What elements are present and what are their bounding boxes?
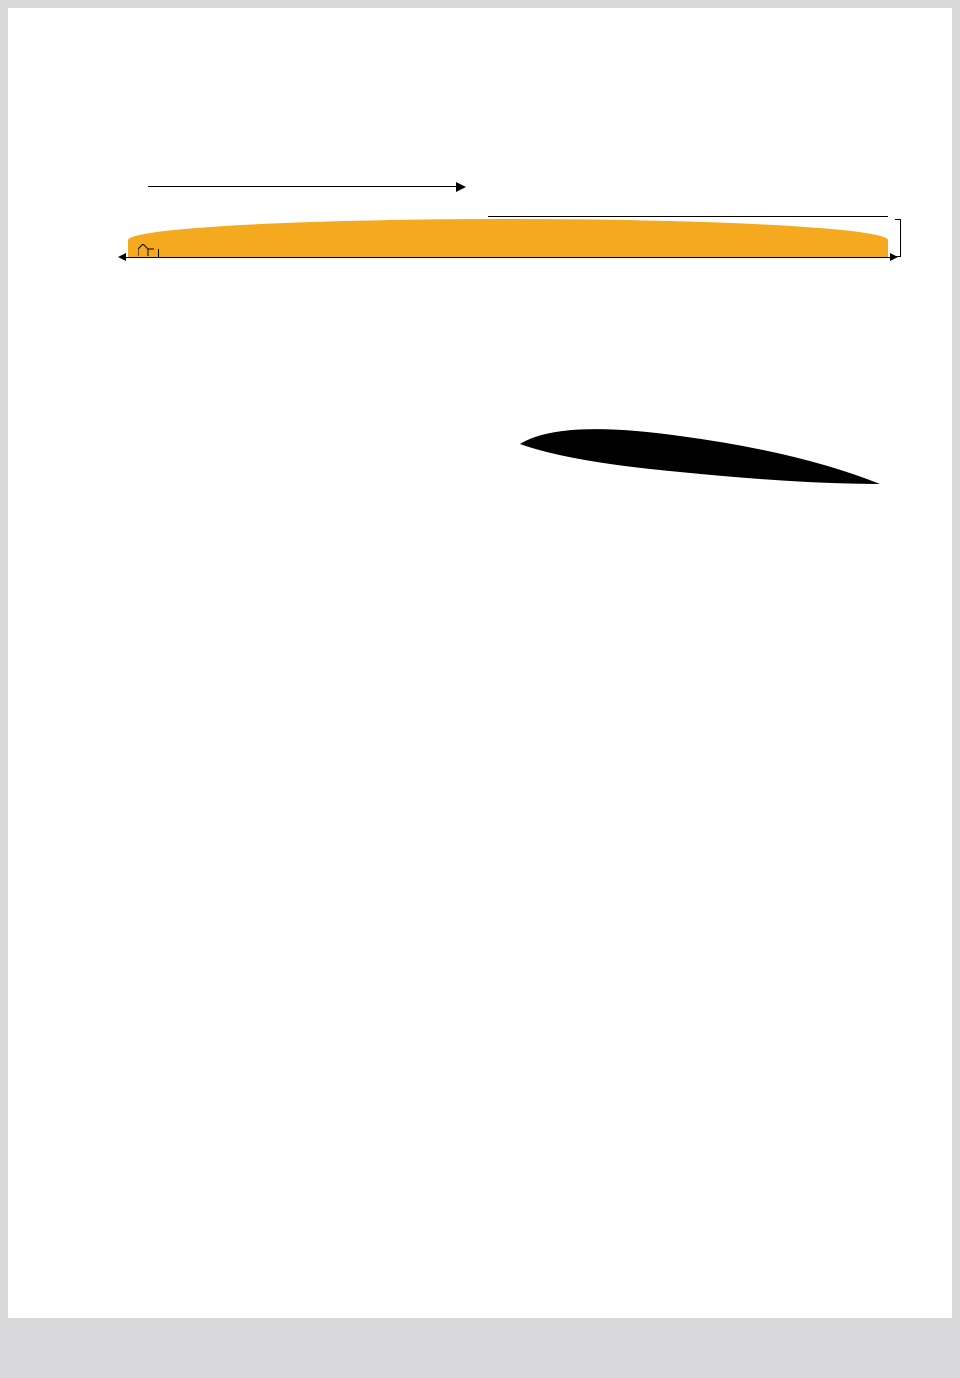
left-column	[68, 116, 462, 134]
turbulence-diagram	[68, 164, 892, 274]
wind-arrow-icon	[148, 186, 458, 187]
lift-diagram	[68, 309, 892, 569]
lift-arrows-panel	[68, 309, 460, 569]
airfoil-illustration	[500, 354, 900, 534]
turbulence-hump	[128, 219, 888, 257]
two-column-layout	[68, 116, 892, 134]
top-reference-line	[488, 216, 888, 217]
wind-arrowhead-icon	[456, 182, 466, 192]
document-page	[8, 8, 952, 1318]
bracket-2h-icon	[895, 219, 901, 257]
tick-mark-icon	[158, 249, 159, 257]
right-column	[498, 116, 892, 134]
page-footer	[8, 1326, 952, 1354]
ground-line	[123, 257, 893, 258]
ground-arrowhead-right-icon	[890, 253, 898, 261]
house-icon	[138, 244, 154, 256]
airfoil-panel	[500, 309, 892, 569]
